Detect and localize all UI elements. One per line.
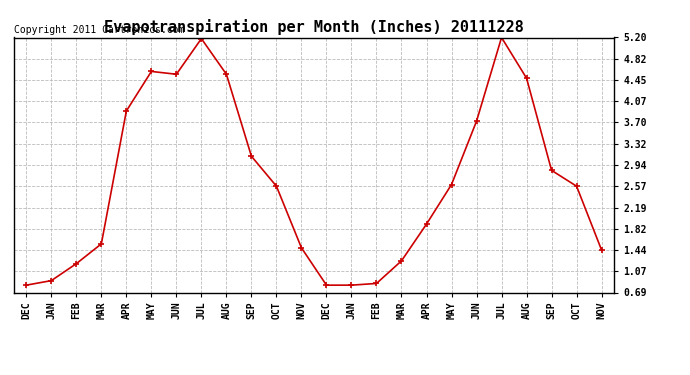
Text: Copyright 2011 Cartronics.com: Copyright 2011 Cartronics.com: [14, 25, 184, 35]
Title: Evapotranspiration per Month (Inches) 20111228: Evapotranspiration per Month (Inches) 20…: [104, 19, 524, 35]
